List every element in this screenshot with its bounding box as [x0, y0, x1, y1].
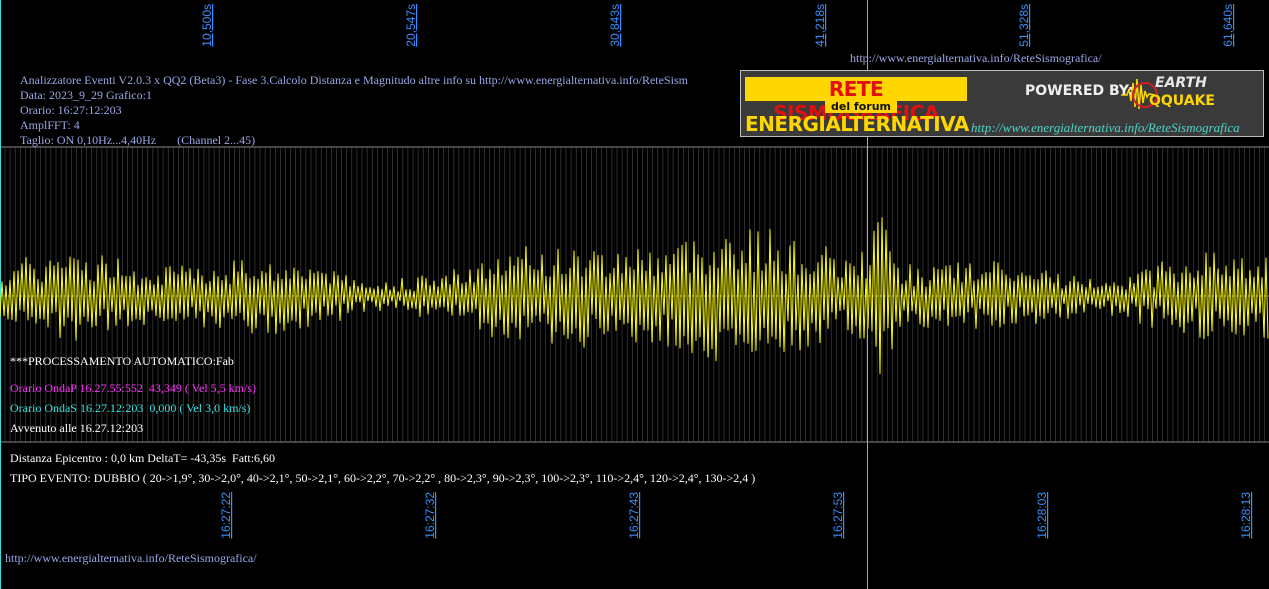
earthquake-wave-icon	[1121, 78, 1158, 110]
bottom-axis-label: 16:27:32	[423, 492, 437, 539]
top-axis-label: 20,547s	[404, 4, 418, 47]
onda-p-text: Orario OndaP 16.27.55:552 43,349 ( Vel 5…	[10, 381, 256, 395]
avvenuto-text: Avvenuto alle 16.27.12:203	[10, 421, 144, 435]
banner-url-link[interactable]: http://www.energialternativa.info/ReteSi…	[971, 120, 1240, 135]
bottom-axis-label: 16:27:43	[627, 492, 641, 539]
bottom-axis-label: 16:27:22	[219, 492, 233, 539]
onda-s-text: Orario OndaS 16.27.12:203 0,000 ( Vel 3,…	[10, 401, 251, 415]
top-axis-label: 30,843s	[608, 4, 622, 47]
banner-forum-text: del forum	[825, 100, 897, 113]
top-axis-label: 10,500s	[200, 4, 214, 47]
banner-energ-title: ENERGIALTERNATIVA	[745, 112, 969, 136]
header-filter: Taglio: ON 0,10Hz...4,40Hz (Channel 2...…	[20, 133, 256, 147]
rete-sismografica-banner[interactable]: RETE SISMOGRAFICA del forum ENERGIALTERN…	[740, 70, 1264, 137]
grid-lines	[4, 147, 1265, 442]
banner-powered-text: POWERED BY:	[1025, 83, 1134, 99]
seismic-trace	[0, 217, 1269, 375]
bottom-axis: 16:27:22 16:27:32 16:27:43 16:27:53 16:28:03…	[219, 492, 1253, 539]
tipo-evento-text: TIPO EVENTO: DUBBIO ( 20->1,9°, 30->2,0°…	[10, 471, 756, 485]
header-title: Analizzatore Eventi V2.0.3 x QQ2 (Beta3)…	[20, 73, 688, 87]
header-date: Data: 2023_9_29 Grafico:1	[20, 88, 152, 102]
top-url-link[interactable]: http://www.energialternativa.info/ReteSi…	[850, 51, 1102, 65]
banner-rete-title: RETE SISMOGRAFICA	[745, 77, 967, 125]
banner-quake-text: QQUAKE	[1149, 93, 1215, 109]
bottom-axis-label: 16:28:03	[1035, 492, 1049, 539]
header-amplfft: AmplFFT: 4	[20, 118, 80, 132]
bottom-axis-label: 16:27:53	[831, 492, 845, 539]
distanza-text: Distanza Epicentro : 0,0 km DeltaT= -43,…	[10, 451, 276, 465]
banner-earth-text: EARTH	[1155, 75, 1207, 91]
bottom-axis-label: 16:28:13	[1239, 492, 1253, 539]
auto-processing-text: ***PROCESSAMENTO AUTOMATICO:Fab	[10, 354, 234, 368]
top-axis-label: 51,328s	[1017, 4, 1031, 47]
header-time: Orario: 16:27:12:203	[20, 103, 122, 117]
top-axis-label: 61,640s	[1221, 4, 1235, 47]
bottom-url-link[interactable]: http://www.energialternativa.info/ReteSi…	[5, 551, 257, 565]
top-axis: 10,500s 20,547s 30,843s 41,218s 51,328s 61,64…	[200, 4, 1235, 47]
top-axis-label: 41,218s	[813, 4, 827, 47]
